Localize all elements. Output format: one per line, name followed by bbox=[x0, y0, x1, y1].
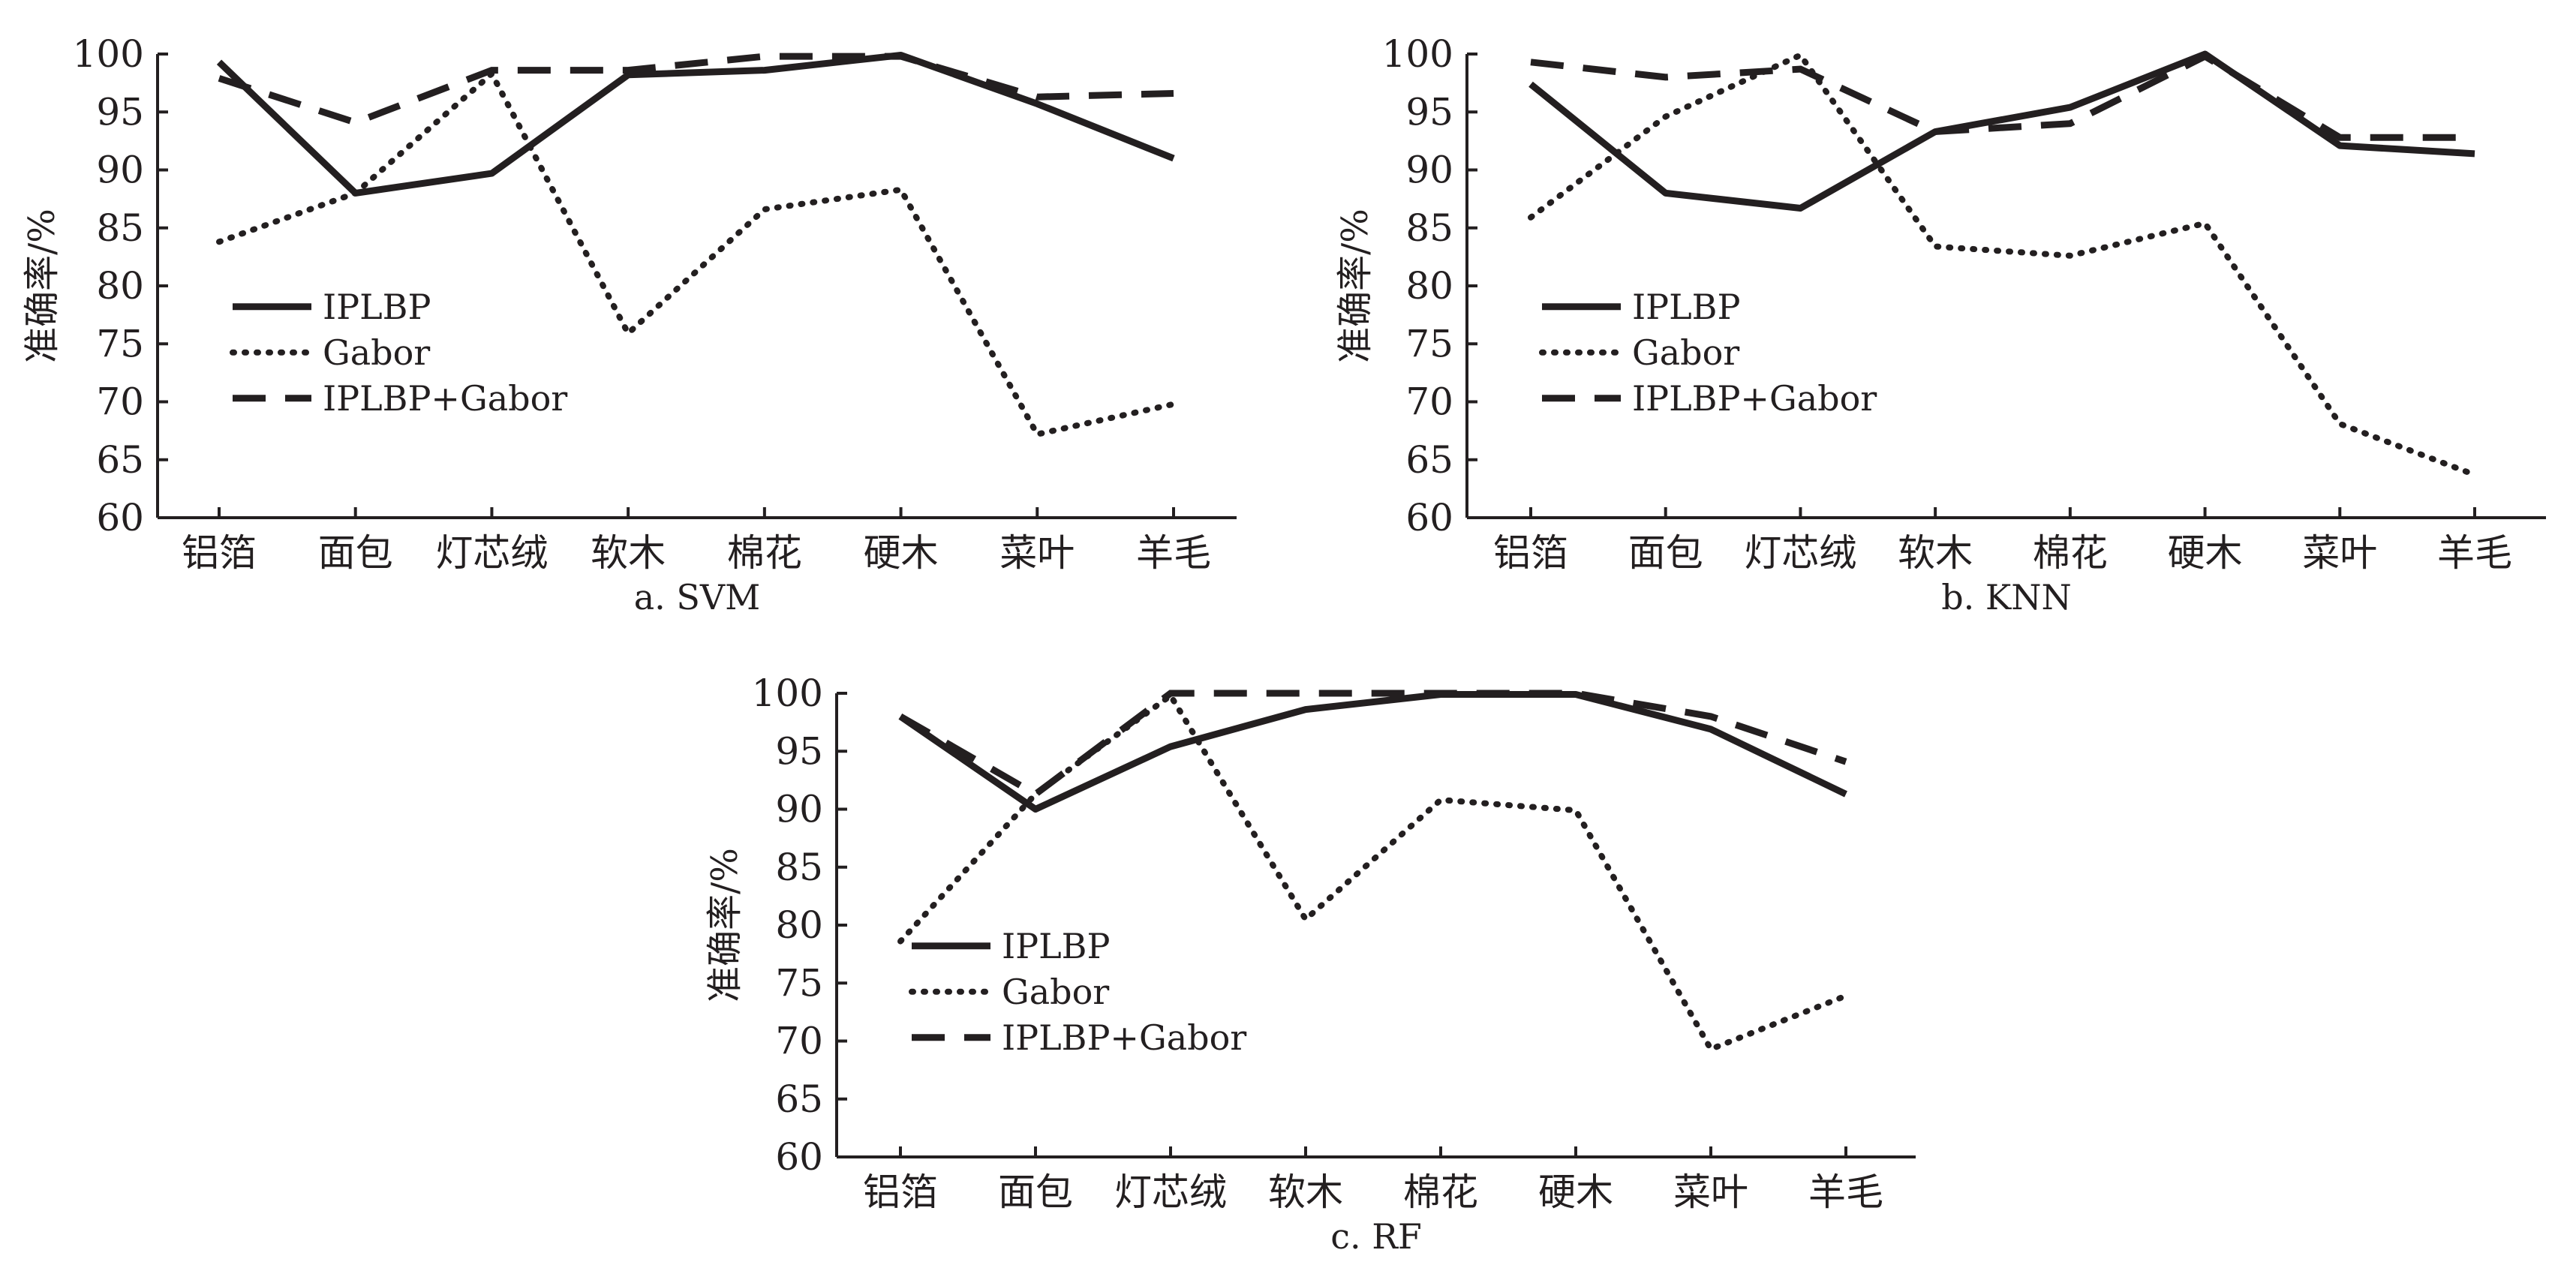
x-tick-label: 铝箔 bbox=[1493, 531, 1568, 575]
y-tick-label: 65 bbox=[96, 438, 144, 482]
legend-label: Gabor bbox=[1002, 972, 1109, 1012]
legend-label: IPLBP bbox=[1002, 926, 1110, 966]
x-tick-label: 菜叶 bbox=[999, 531, 1075, 575]
x-tick-label: 面包 bbox=[318, 531, 393, 575]
x-tick-label: 面包 bbox=[998, 1170, 1073, 1214]
y-tick-label: 80 bbox=[1405, 264, 1453, 308]
x-tick-label: 棉花 bbox=[727, 531, 802, 575]
y-axis-label: 准确率/% bbox=[21, 209, 63, 363]
chart-panel-2: 60 65 70 75 80 85 90 95 100 铝箔 面包 灯芯绒 软木 棉花 硬木 菜叶 羊毛 准确率/… bbox=[1334, 32, 2546, 617]
x-tick-label: 羊毛 bbox=[1808, 1170, 1883, 1214]
y-tick-label: 95 bbox=[775, 729, 823, 773]
x-tick-label: 菜叶 bbox=[2302, 531, 2377, 575]
x-tick-label: 硬木 bbox=[1538, 1170, 1613, 1214]
legend-label: Gabor bbox=[323, 332, 430, 373]
y-tick-label: 60 bbox=[96, 496, 144, 539]
x-tick-label: 软木 bbox=[1268, 1170, 1343, 1214]
panel-caption: a. SVM bbox=[634, 577, 761, 617]
y-tick-label: 75 bbox=[775, 961, 823, 1005]
y-tick-label: 65 bbox=[775, 1077, 823, 1121]
series-line-iplbp bbox=[216, 52, 1175, 197]
y-axis-label: 准确率/% bbox=[704, 848, 746, 1002]
legend-label: IPLBP bbox=[323, 287, 431, 327]
y-tick-label: 95 bbox=[96, 90, 144, 134]
x-tick-label: 灯芯绒 bbox=[435, 531, 548, 575]
y-tick-label: 60 bbox=[1405, 496, 1453, 539]
chart-panel-3: 60 65 70 75 80 85 90 95 100 铝箔 面包 灯芯绒 软木 棉花 硬木 菜叶 羊毛 准确率/… bbox=[704, 672, 1916, 1257]
y-tick-label: 90 bbox=[775, 788, 823, 831]
y-tick-label: 85 bbox=[96, 206, 144, 250]
y-tick-label: 95 bbox=[1405, 90, 1453, 134]
y-tick-label: 60 bbox=[775, 1135, 823, 1179]
y-tick-label: 80 bbox=[775, 903, 823, 947]
y-tick-label: 75 bbox=[1405, 322, 1453, 365]
x-tick-label: 棉花 bbox=[1403, 1170, 1478, 1214]
x-tick-label: 铝箔 bbox=[182, 531, 257, 575]
x-tick-label: 铝箔 bbox=[863, 1170, 938, 1214]
y-tick-label: 100 bbox=[73, 32, 144, 76]
y-tick-label: 85 bbox=[775, 846, 823, 889]
series-line-iplbp bbox=[1528, 50, 2475, 212]
x-tick-label: 软木 bbox=[1898, 531, 1973, 575]
legend-label: IPLBP+Gabor bbox=[1002, 1017, 1246, 1058]
x-tick-label: 羊毛 bbox=[2437, 531, 2512, 575]
series-line-iplbp bbox=[898, 691, 1847, 813]
y-tick-label: 70 bbox=[96, 380, 144, 424]
legend-label: Gabor bbox=[1632, 332, 1739, 373]
y-tick-label: 65 bbox=[1405, 438, 1453, 482]
x-tick-label: 菜叶 bbox=[1673, 1170, 1748, 1214]
x-tick-label: 硬木 bbox=[2168, 531, 2243, 575]
series-line-iplbp-gabor bbox=[1530, 52, 2475, 141]
y-tick-label: 70 bbox=[775, 1020, 823, 1063]
panel-caption: c. RF bbox=[1330, 1216, 1422, 1257]
legend-label: IPLBP bbox=[1632, 287, 1740, 327]
legend-label: IPLBP+Gabor bbox=[323, 378, 567, 419]
x-tick-label: 灯芯绒 bbox=[1114, 1170, 1227, 1214]
y-tick-label: 90 bbox=[1405, 149, 1453, 192]
y-tick-label: 80 bbox=[96, 264, 144, 308]
x-tick-label: 软木 bbox=[591, 531, 666, 575]
y-tick-label: 100 bbox=[1382, 32, 1453, 76]
series-line-gabor bbox=[1528, 51, 2478, 478]
chart-panel-1: 60 65 70 75 80 85 90 95 100 铝箔 面包 灯芯绒 软木 棉花 硬木 菜叶 羊毛 准确率/… bbox=[21, 32, 1237, 617]
x-tick-label: 棉花 bbox=[2033, 531, 2108, 575]
series-line-iplbp-gabor bbox=[218, 53, 1174, 126]
y-tick-label: 75 bbox=[96, 322, 144, 365]
legend-label: IPLBP+Gabor bbox=[1632, 378, 1877, 419]
x-tick-label: 灯芯绒 bbox=[1744, 531, 1856, 575]
y-tick-label: 70 bbox=[1405, 380, 1453, 424]
y-tick-label: 100 bbox=[752, 672, 823, 715]
series-line-gabor bbox=[216, 68, 1177, 438]
panel-caption: b. KNN bbox=[1941, 577, 2072, 617]
y-tick-label: 90 bbox=[96, 149, 144, 192]
x-tick-label: 面包 bbox=[1628, 531, 1703, 575]
y-tick-label: 85 bbox=[1405, 206, 1453, 250]
x-tick-label: 羊毛 bbox=[1136, 531, 1211, 575]
x-tick-label: 硬木 bbox=[864, 531, 939, 575]
y-axis-label: 准确率/% bbox=[1334, 209, 1376, 363]
series-line-iplbp-gabor bbox=[898, 690, 1847, 798]
